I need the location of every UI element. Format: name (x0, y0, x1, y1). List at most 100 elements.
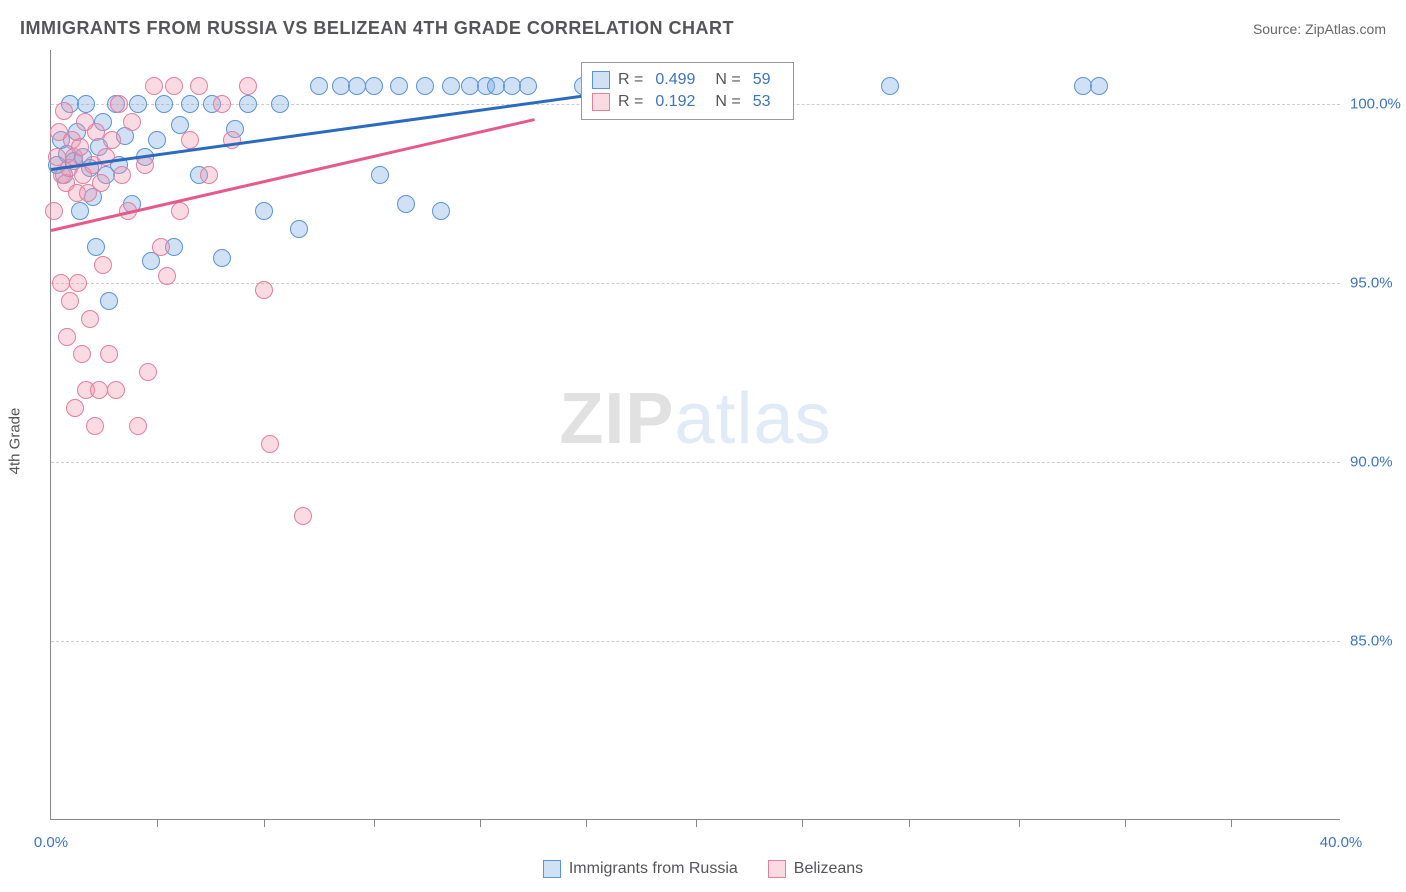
legend-swatch (592, 93, 610, 111)
data-point (432, 202, 450, 220)
y-axis-title: 4th Grade (7, 408, 24, 475)
chart-header: IMMIGRANTS FROM RUSSIA VS BELIZEAN 4TH G… (20, 18, 1386, 39)
gridline-h (51, 641, 1340, 642)
data-point (416, 77, 434, 95)
data-point (45, 202, 63, 220)
data-point (71, 138, 89, 156)
data-point (365, 77, 383, 95)
data-point (113, 166, 131, 184)
data-point (181, 131, 199, 149)
legend-label: Immigrants from Russia (569, 860, 738, 878)
data-point (1090, 77, 1108, 95)
data-point (255, 281, 273, 299)
data-point (310, 77, 328, 95)
data-point (145, 77, 163, 95)
data-point (100, 345, 118, 363)
data-point (239, 95, 257, 113)
y-tick-label: 85.0% (1350, 632, 1406, 649)
data-point (61, 292, 79, 310)
data-point (71, 202, 89, 220)
x-tick-label: 0.0% (34, 834, 68, 851)
data-point (129, 95, 147, 113)
legend-n-value: 59 (753, 71, 771, 89)
data-point (294, 507, 312, 525)
bottom-legend: Immigrants from Russia Belizeans (0, 860, 1406, 878)
legend-r-value: 0.192 (655, 93, 695, 111)
data-point (390, 77, 408, 95)
data-point (290, 220, 308, 238)
stats-legend-row: R = 0.192 N = 53 (592, 91, 783, 113)
data-point (87, 238, 105, 256)
data-point (155, 95, 173, 113)
legend-n-value: 53 (753, 93, 771, 111)
data-point (81, 310, 99, 328)
legend-n-label: N = (715, 93, 740, 111)
data-point (86, 417, 104, 435)
chart-container: 4th Grade ZIPatlas 85.0%90.0%95.0%100.0%… (50, 50, 1386, 832)
gridline-h (51, 462, 1340, 463)
data-point (107, 381, 125, 399)
data-point (255, 202, 273, 220)
stats-legend: R =0.499N =59R =0.192N =53 (581, 62, 794, 120)
legend-swatch (543, 860, 561, 878)
data-point (92, 174, 110, 192)
legend-item: Belizeans (768, 860, 863, 878)
data-point (58, 328, 76, 346)
legend-r-label: R = (618, 93, 643, 111)
x-tick (264, 819, 265, 827)
y-tick-label: 95.0% (1350, 274, 1406, 291)
stats-legend-row: R =0.499N =59 (592, 69, 783, 91)
x-tick (909, 819, 910, 827)
data-point (371, 166, 389, 184)
chart-title: IMMIGRANTS FROM RUSSIA VS BELIZEAN 4TH G… (20, 18, 734, 39)
data-point (129, 417, 147, 435)
x-tick (1019, 819, 1020, 827)
x-tick (1125, 819, 1126, 827)
data-point (213, 249, 231, 267)
x-tick (586, 819, 587, 827)
x-tick (1231, 819, 1232, 827)
data-point (158, 267, 176, 285)
data-point (77, 95, 95, 113)
legend-n-label: N = (715, 71, 740, 89)
data-point (148, 131, 166, 149)
data-point (69, 274, 87, 292)
legend-item: Immigrants from Russia (543, 860, 738, 878)
data-point (271, 95, 289, 113)
y-tick-label: 90.0% (1350, 453, 1406, 470)
data-point (52, 274, 70, 292)
data-point (881, 77, 899, 95)
x-tick (480, 819, 481, 827)
legend-swatch (592, 71, 610, 89)
data-point (66, 399, 84, 417)
data-point (171, 202, 189, 220)
data-point (213, 95, 231, 113)
data-point (397, 195, 415, 213)
x-tick (374, 819, 375, 827)
data-point (165, 77, 183, 95)
y-tick-label: 100.0% (1350, 95, 1406, 112)
x-tick (157, 819, 158, 827)
data-point (519, 77, 537, 95)
data-point (261, 435, 279, 453)
gridline-h (51, 283, 1340, 284)
legend-swatch (768, 860, 786, 878)
data-point (190, 77, 208, 95)
legend-r-label: R = (618, 71, 643, 89)
data-point (200, 166, 218, 184)
legend-label: Belizeans (794, 860, 863, 878)
data-point (55, 102, 73, 120)
data-point (152, 238, 170, 256)
plot-area: ZIPatlas 85.0%90.0%95.0%100.0%0.0%40.0%R… (50, 50, 1340, 820)
data-point (139, 363, 157, 381)
chart-source: Source: ZipAtlas.com (1253, 21, 1386, 37)
data-point (100, 292, 118, 310)
data-point (181, 95, 199, 113)
data-point (442, 77, 460, 95)
data-point (123, 113, 141, 131)
x-tick (696, 819, 697, 827)
watermark: ZIPatlas (559, 378, 831, 460)
data-point (239, 77, 257, 95)
data-point (103, 131, 121, 149)
data-point (110, 95, 128, 113)
